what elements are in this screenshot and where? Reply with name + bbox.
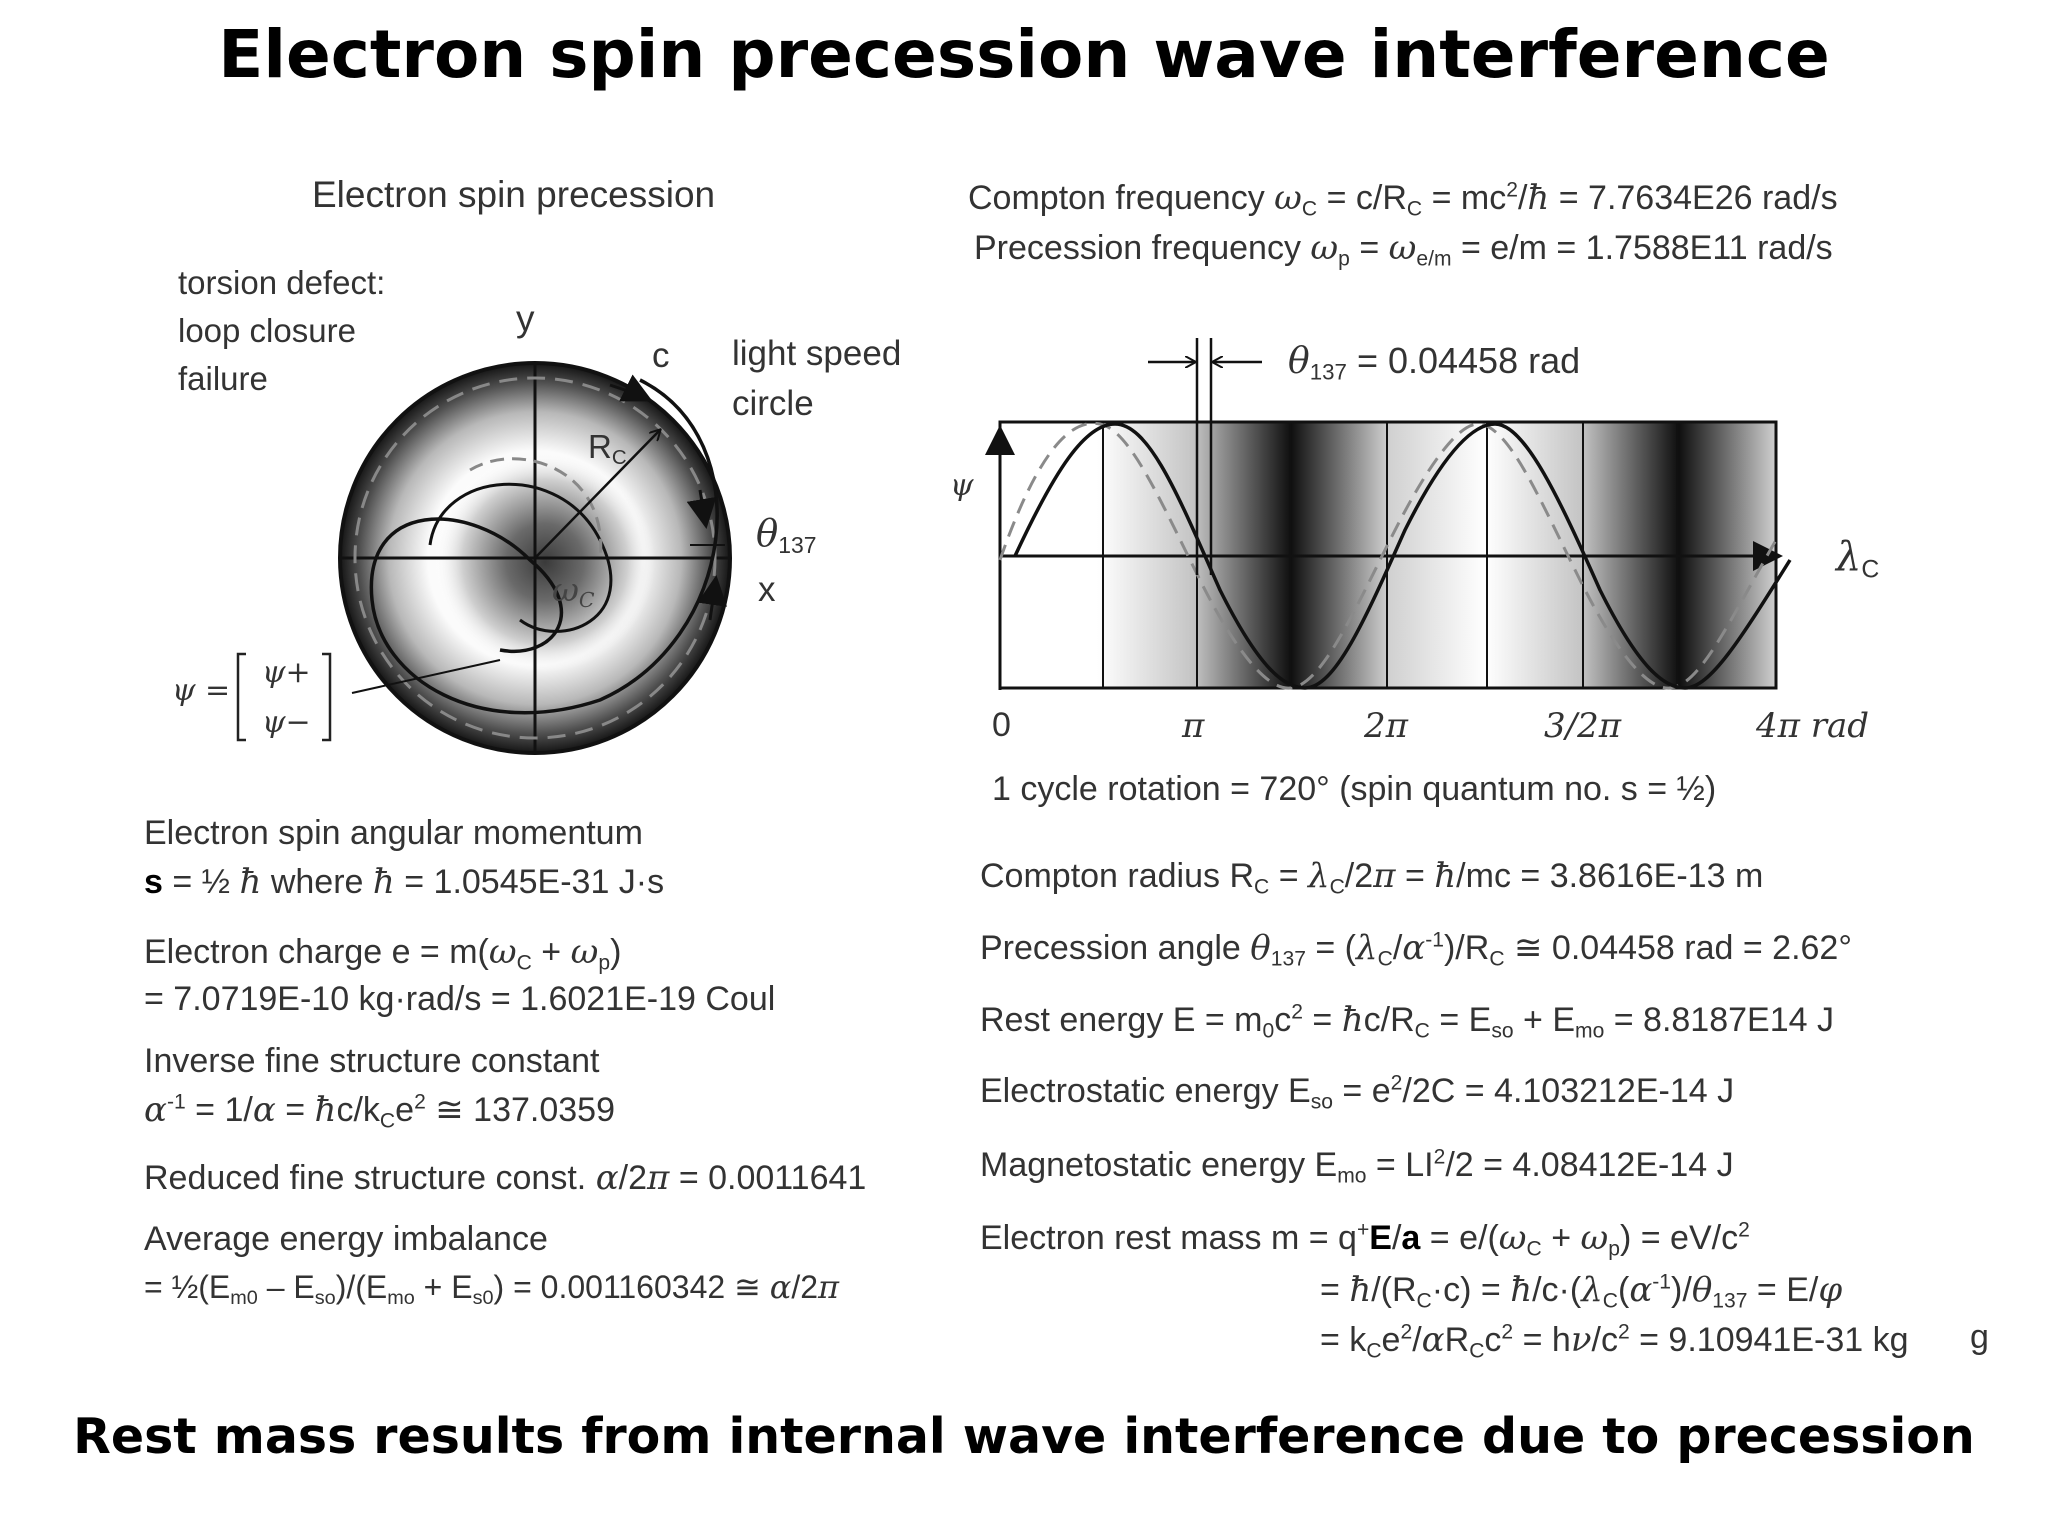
psi-equals-label: ψ = <box>172 673 231 708</box>
rest-energy: Rest energy E = m0c2 = ħc/RC = Eso + Emo… <box>980 1000 1834 1043</box>
light-speed-label-1: light speed <box>732 334 902 373</box>
rest-mass-line-3: = kCe2/αRCc2 = hν/c2 = 9.10941E-31 kg <box>1320 1320 1909 1363</box>
theta137-value: θ137 = 0.04458 rad <box>1288 340 1581 385</box>
x-axis-label: x <box>758 570 776 609</box>
tick-0: 0 <box>992 706 1011 744</box>
rest-mass-line-1: Electron rest mass m = q+E/a = e/(ωC + ω… <box>980 1218 1750 1261</box>
torsion-label-3: failure <box>178 360 268 397</box>
light-speed-label-2: circle <box>732 384 814 423</box>
compton-frequency: Compton frequency ωC = c/RC = mc2/ħ = 7.… <box>968 178 1838 221</box>
spin-momentum-heading: Electron spin angular momentum <box>144 814 643 852</box>
sphere-heading: Electron spin precession <box>312 174 716 215</box>
tick-3-2pi: 3/2π <box>1544 706 1622 746</box>
omega-c-label: ωC <box>552 570 595 613</box>
energy-imbalance-heading: Average energy imbalance <box>144 1220 548 1258</box>
reduced-fine-structure: Reduced fine structure const. α/2π = 0.0… <box>144 1158 867 1198</box>
footer-caption: Rest mass results from internal wave int… <box>73 1408 1975 1465</box>
compton-radius: Compton radius RC = λC/2π = ħ/mc = 3.861… <box>980 856 1764 899</box>
torsion-label-2: loop closure <box>178 312 356 349</box>
tick-2pi: 2π <box>1364 706 1408 746</box>
psi-plus-label: ψ+ <box>262 655 311 690</box>
tick-pi: π <box>1182 706 1205 746</box>
y-axis-label: y <box>516 298 535 339</box>
lambda-c-label: λC <box>1836 534 1880 584</box>
theta137-label: θ137 <box>756 512 817 558</box>
fine-structure-equation: α-1 = 1/α = ħc/kCe2 ≅ 137.0359 <box>144 1090 615 1133</box>
psi-minus-label: ψ− <box>262 705 311 740</box>
tick-4pi: 4π rad <box>1756 706 1870 746</box>
precession-sphere <box>236 361 732 755</box>
energy-imbalance-equation: = ½(Em0 – Eso)/(Emo + Es0) = 0.001160342… <box>144 1268 840 1309</box>
fine-structure-heading: Inverse fine structure constant <box>144 1042 600 1080</box>
precession-angle: Precession angle θ137 = (λC/α-1)/RC ≅ 0.… <box>980 928 1852 971</box>
electron-charge-equation: Electron charge e = m(ωC + ωp) <box>144 932 622 975</box>
electron-charge-value: = 7.0719E-10 kg·rad/s = 1.6021E-19 Coul <box>144 980 776 1018</box>
electrostatic-energy: Electrostatic energy Eso = e2/2C = 4.103… <box>980 1071 1735 1114</box>
wave-interference-plot <box>985 338 1792 690</box>
page-title: Electron spin precession wave interferen… <box>218 16 1830 93</box>
torsion-label-1: torsion defect: <box>178 264 386 301</box>
spin-momentum-equation: s = ½ ħ where ħ = 1.0545E-31 J·s <box>144 862 665 902</box>
cycle-rotation-note: 1 cycle rotation = 720° (spin quantum no… <box>992 770 1717 808</box>
rc-label: RC <box>588 428 627 470</box>
precession-frequency: Precession frequency ωp = ωe/m = e/m = 1… <box>974 228 1833 271</box>
psi-axis-label: ψ <box>950 468 974 503</box>
g-mark: g <box>1970 1318 1989 1356</box>
c-label: c <box>652 336 670 375</box>
rest-mass-line-2: = ħ/(RC·c) = ħ/c·(λC(α-1)/θ137 = E/φ <box>1320 1270 1843 1313</box>
magnetostatic-energy: Magnetostatic energy Emo = LI2/2 = 4.084… <box>980 1145 1734 1188</box>
